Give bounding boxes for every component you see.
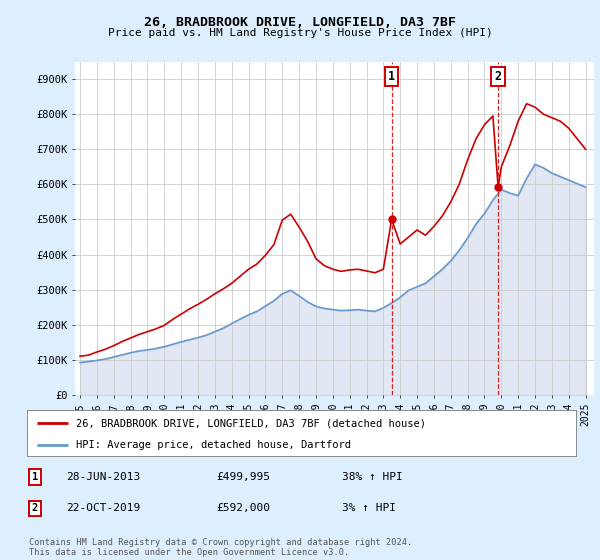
Text: 26, BRADBROOK DRIVE, LONGFIELD, DA3 7BF: 26, BRADBROOK DRIVE, LONGFIELD, DA3 7BF xyxy=(144,16,456,29)
Text: HPI: Average price, detached house, Dartford: HPI: Average price, detached house, Dart… xyxy=(76,440,352,450)
Text: 3% ↑ HPI: 3% ↑ HPI xyxy=(342,503,396,514)
Text: 22-OCT-2019: 22-OCT-2019 xyxy=(66,503,140,514)
Text: 2: 2 xyxy=(32,503,38,514)
Text: 26, BRADBROOK DRIVE, LONGFIELD, DA3 7BF (detached house): 26, BRADBROOK DRIVE, LONGFIELD, DA3 7BF … xyxy=(76,418,427,428)
Text: Price paid vs. HM Land Registry's House Price Index (HPI): Price paid vs. HM Land Registry's House … xyxy=(107,28,493,38)
Text: 38% ↑ HPI: 38% ↑ HPI xyxy=(342,472,403,482)
Text: £592,000: £592,000 xyxy=(216,503,270,514)
Text: £499,995: £499,995 xyxy=(216,472,270,482)
Text: Contains HM Land Registry data © Crown copyright and database right 2024.
This d: Contains HM Land Registry data © Crown c… xyxy=(29,538,412,557)
Text: 2: 2 xyxy=(494,70,502,83)
Text: 28-JUN-2013: 28-JUN-2013 xyxy=(66,472,140,482)
Text: 1: 1 xyxy=(388,70,395,83)
Text: 1: 1 xyxy=(32,472,38,482)
